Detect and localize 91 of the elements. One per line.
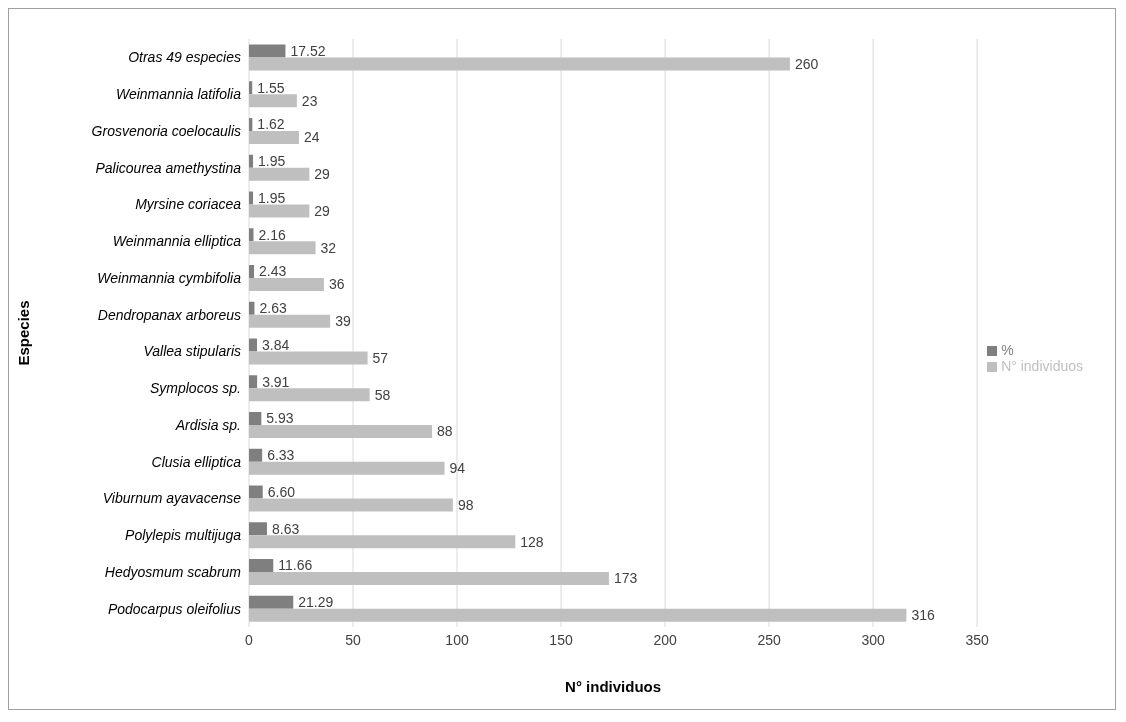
bar [249,265,255,279]
x-tick-label: 250 [757,631,781,648]
bar [249,448,263,462]
y-tick-label: Grosvenoria coelocaulis [91,122,241,139]
data-label: 29 [314,202,331,219]
bar [249,57,790,71]
x-tick-label: 300 [861,631,885,648]
bar [249,301,255,315]
y-tick-label: Weinmannia elliptica [112,233,242,250]
bar [249,608,907,622]
y-tick-label: Polylepis multijuga [125,527,242,544]
data-label: 88 [437,423,453,440]
bar [249,498,453,512]
data-label: 29 [314,166,331,183]
data-label: 6.60 [267,483,296,500]
x-tick-label: 150 [549,631,573,648]
data-label: 11.66 [278,557,313,574]
bar [249,241,316,255]
bar [249,167,310,181]
bar [249,535,516,549]
y-tick-label: Viburnum ayavacense [102,490,242,507]
data-label: 21.29 [298,594,334,611]
data-label: 1.55 [257,79,285,96]
data-label: 2.63 [259,300,287,317]
y-tick-label: Palicourea amethystina [95,159,242,176]
data-label: 2.16 [258,226,286,243]
y-tick-label: Weinmannia cymbifolia [97,269,242,286]
y-tick-label: Symplocos sp. [149,380,241,397]
data-label: 94 [449,460,466,477]
y-tick-label: Weinmannia latifolia [115,86,242,103]
x-tick-label: 200 [653,631,677,648]
data-label: 5.93 [266,410,294,427]
y-tick-label: Clusia elliptica [151,453,242,470]
bar [249,412,262,426]
bar [249,572,609,586]
data-label: 17.52 [290,42,326,59]
bar [249,94,297,108]
bar [249,461,445,475]
data-label: 58 [374,386,391,403]
data-label: 1.95 [258,189,286,206]
legend-label: % [1001,342,1014,358]
data-label: 2.43 [259,263,287,280]
y-tick-label: Vallea stipularis [143,343,241,360]
bar [249,388,370,402]
data-label: 260 [794,55,819,72]
bar [249,131,299,145]
data-label: 57 [372,349,389,366]
bar [249,485,263,499]
bar [249,351,368,365]
bar [249,278,324,292]
bar [249,522,267,536]
bar [249,154,254,168]
bar [249,559,274,573]
x-tick-label: 50 [345,631,362,648]
y-tick-label: Otras 49 especies [128,49,241,66]
data-label: 6.33 [267,447,295,464]
data-label: 36 [328,276,345,293]
y-tick-label: Hedyosmum scabrum [104,563,242,580]
x-tick-label: 350 [965,631,990,648]
data-label: 39 [335,313,351,330]
x-tick-label: 100 [445,631,469,648]
data-label: 173 [613,570,638,587]
bar [249,44,286,58]
bar [249,338,257,352]
y-axis-title: Especies [15,300,33,366]
data-label: 3.91 [262,373,290,390]
bar [249,314,331,328]
y-tick-label: Myrsine coriacea [135,196,242,213]
y-tick-label: Ardisia sp. [174,416,241,433]
x-tick-label: 0 [245,631,254,648]
y-tick-label: Podocarpus oleifolius [107,600,241,617]
data-label: 316 [911,607,935,624]
data-label: 3.84 [261,336,290,353]
bar [249,81,253,95]
x-axis-title: N° individuos [565,678,662,695]
data-label: 32 [320,239,337,256]
y-tick-label: Dendropanax arboreus [97,306,241,323]
data-label: 8.63 [271,520,300,537]
bar [249,204,310,218]
bar [249,191,254,205]
legend-label: N° individuos [1001,358,1083,374]
data-label: 128 [520,533,544,550]
data-label: 1.95 [258,153,286,170]
bar [249,425,433,439]
bar [249,375,258,389]
bar [249,228,254,242]
data-label: 24 [303,129,320,146]
data-label: 1.62 [257,116,285,133]
data-label: 23 [301,92,318,109]
data-label: 98 [457,496,474,513]
bar [249,595,294,609]
